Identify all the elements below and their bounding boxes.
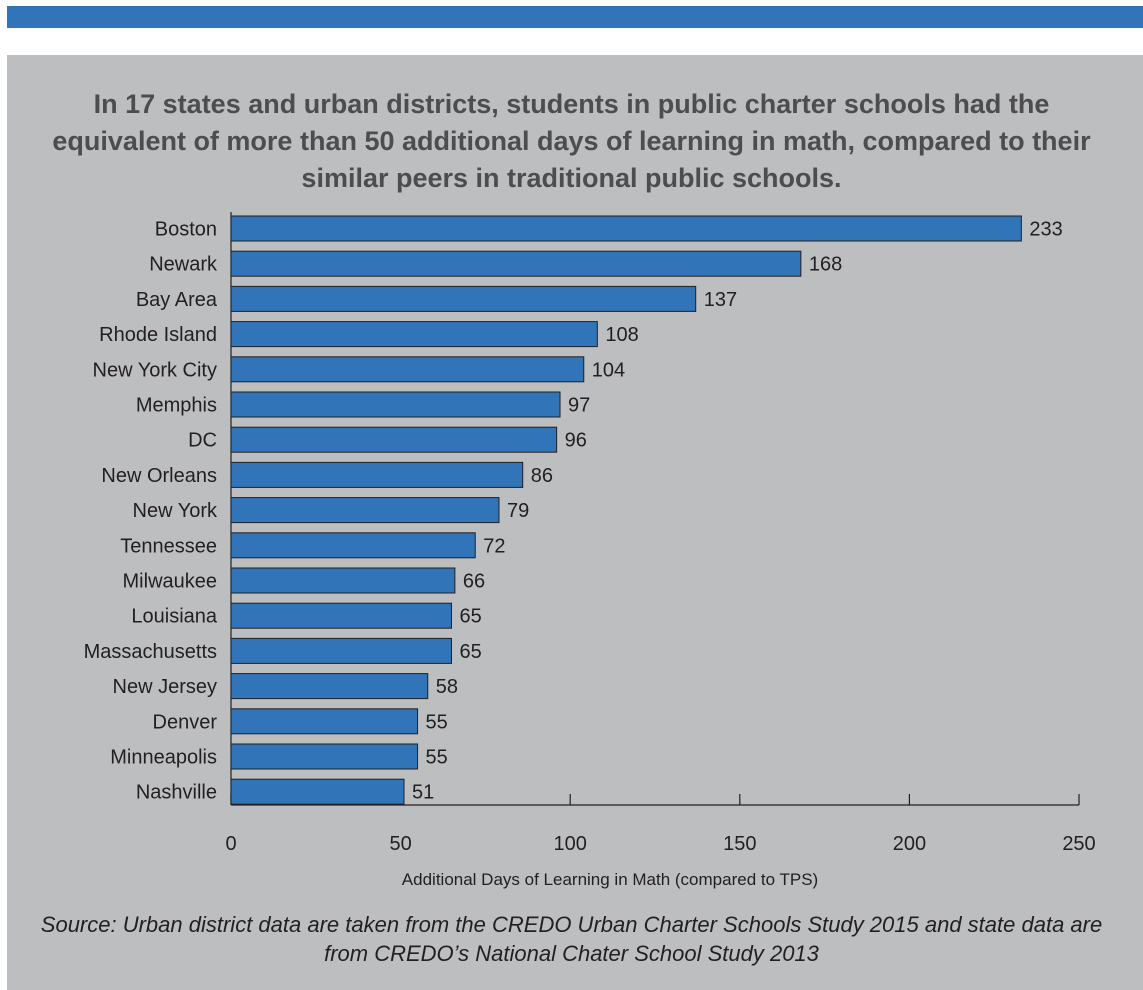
- bar-3: [230, 321, 598, 348]
- value-label-7: 86: [531, 465, 553, 487]
- category-label-14: Denver: [153, 711, 218, 733]
- value-label-1: 168: [809, 254, 842, 276]
- category-label-16: Nashville: [136, 782, 217, 804]
- value-label-15: 55: [426, 747, 448, 769]
- bar-13: [230, 673, 429, 700]
- category-label-15: Minneapolis: [110, 747, 217, 769]
- category-label-4: New York City: [93, 359, 218, 381]
- category-label-12: Massachusetts: [84, 641, 217, 663]
- value-label-2: 137: [704, 289, 737, 311]
- bar-10: [230, 567, 456, 594]
- bar-9: [230, 532, 476, 559]
- category-label-7: New Orleans: [101, 465, 217, 487]
- category-label-8: New York: [133, 500, 218, 522]
- bar-4: [230, 356, 585, 383]
- x-tick-label-2: 100: [554, 833, 587, 855]
- bar-2: [230, 285, 697, 312]
- x-tick-label-5: 250: [1062, 833, 1095, 855]
- value-label-6: 96: [565, 430, 587, 452]
- value-label-8: 79: [507, 500, 529, 522]
- x-tick-label-3: 150: [723, 833, 756, 855]
- bar-0: [230, 215, 1022, 242]
- category-label-3: Rhode Island: [99, 324, 217, 346]
- bar-14: [230, 708, 419, 735]
- category-label-13: New Jersey: [113, 676, 217, 698]
- bar-11: [230, 602, 452, 629]
- x-axis-label: Additional Days of Learning in Math (com…: [401, 870, 819, 889]
- x-tick-label-0: 0: [225, 833, 236, 855]
- value-label-10: 66: [463, 571, 485, 593]
- bar-7: [230, 461, 524, 488]
- x-tick-label-1: 50: [389, 833, 411, 855]
- chart-panel: [7, 55, 1143, 990]
- value-label-0: 233: [1029, 219, 1062, 241]
- bar-6: [230, 426, 558, 453]
- source-note: Source: Urban district data are taken fr…: [40, 912, 1103, 966]
- value-label-11: 65: [459, 606, 481, 628]
- value-label-9: 72: [483, 535, 505, 557]
- bar-15: [230, 743, 419, 770]
- category-label-6: DC: [188, 430, 217, 452]
- value-label-14: 55: [426, 711, 448, 733]
- bar-16: [230, 778, 405, 805]
- category-label-2: Bay Area: [136, 289, 218, 311]
- bar-1: [230, 250, 802, 277]
- category-label-10: Milwaukee: [123, 571, 217, 593]
- x-tick-label-4: 200: [893, 833, 926, 855]
- value-label-13: 58: [436, 676, 458, 698]
- category-label-1: Newark: [149, 254, 218, 276]
- value-label-16: 51: [412, 782, 434, 804]
- value-label-12: 65: [459, 641, 481, 663]
- header-bar: [7, 6, 1143, 28]
- chart-title: In 17 states and urban districts, studen…: [52, 89, 1091, 193]
- bar-8: [230, 497, 500, 524]
- value-label-4: 104: [592, 359, 625, 381]
- bar-5: [230, 391, 561, 418]
- value-label-5: 97: [568, 395, 590, 417]
- category-label-5: Memphis: [136, 395, 217, 417]
- value-label-3: 108: [605, 324, 638, 346]
- category-label-0: Boston: [155, 219, 217, 241]
- category-label-11: Louisiana: [131, 606, 218, 628]
- category-label-9: Tennessee: [120, 535, 217, 557]
- bar-12: [230, 637, 452, 664]
